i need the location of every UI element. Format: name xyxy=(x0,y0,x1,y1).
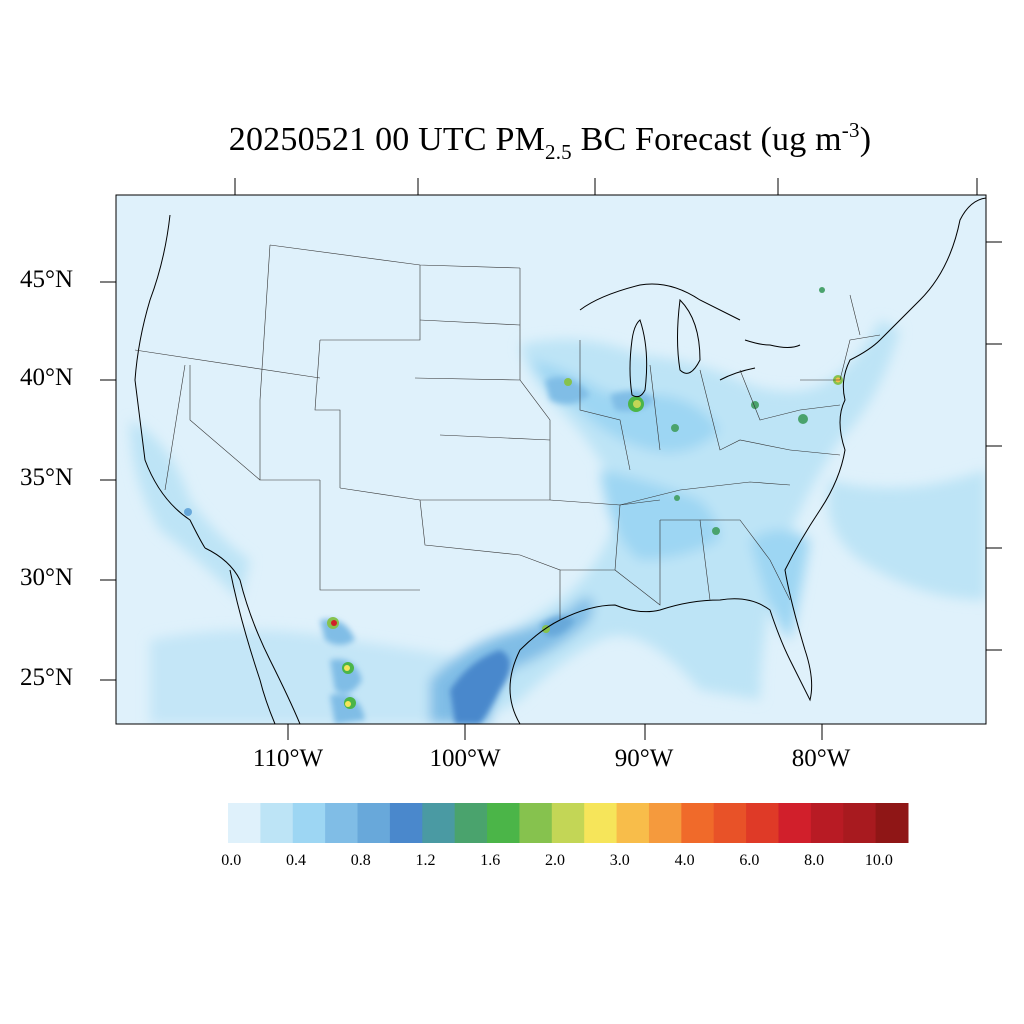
colorbar-label-0: 0.0 xyxy=(221,852,242,869)
lon-label-100: 100°W xyxy=(429,745,501,772)
colorbar-swatch-16 xyxy=(746,803,779,843)
colorbar-swatch-6 xyxy=(422,803,456,843)
colorbar-swatch-11 xyxy=(584,803,618,843)
colorbar-label-3: 1.2 xyxy=(415,852,436,869)
title-main: 20250521 00 UTC PM xyxy=(228,121,546,158)
colorbar-swatch-4 xyxy=(357,803,391,843)
colorbar-swatch-14 xyxy=(681,803,715,843)
colorbar-label-4: 1.6 xyxy=(480,852,501,869)
lon-label-90: 90°W xyxy=(614,745,674,772)
hotspots xyxy=(184,287,843,709)
lat-ticks xyxy=(100,241,1002,681)
lat-label-40: 40°N xyxy=(20,364,74,391)
colorbar-swatch-9 xyxy=(519,803,553,843)
colorbar xyxy=(228,803,909,843)
colorbar-swatch-13 xyxy=(648,803,682,843)
colorbar-label-1: 0.4 xyxy=(286,852,306,869)
colorbar-swatch-17 xyxy=(778,803,812,843)
lat-label-25: 25°N xyxy=(20,664,74,691)
lon-label-80: 80°W xyxy=(791,745,851,772)
colorbar-label-6: 3.0 xyxy=(609,852,630,869)
colorbar-swatch-1 xyxy=(260,803,294,843)
title-close: ) xyxy=(859,121,872,158)
colorbar-swatch-18 xyxy=(810,803,844,843)
chart-title: 20250521 00 UTC PM2.5 BC Forecast (ug m-… xyxy=(0,118,1024,165)
colorbar-swatch-19 xyxy=(843,803,877,843)
title-superscript: -3 xyxy=(841,118,860,142)
concentration-core xyxy=(320,377,655,724)
lat-label-35: 35°N xyxy=(20,464,74,491)
colorbar-swatch-20 xyxy=(875,803,909,843)
lon-ticks xyxy=(234,178,978,740)
colorbar-label-7: 4.0 xyxy=(674,852,695,869)
lat-label-30: 30°N xyxy=(20,564,74,591)
colorbar-swatch-12 xyxy=(616,803,650,843)
colorbar-label-9: 8.0 xyxy=(804,852,825,869)
colorbar-swatch-8 xyxy=(487,803,520,843)
colorbar-swatch-5 xyxy=(389,803,423,843)
colorbar-label-5: 2.0 xyxy=(545,852,566,869)
colorbar-label-2: 0.8 xyxy=(350,852,371,869)
colorbar-swatch-2 xyxy=(292,803,326,843)
lat-label-45: 45°N xyxy=(20,266,74,293)
colorbar-swatch-3 xyxy=(325,803,359,843)
coastlines xyxy=(134,197,986,724)
title-subscript: 2.5 xyxy=(545,140,572,164)
colorbar-label-10: 10.0 xyxy=(864,852,893,869)
colorbar-swatch-0 xyxy=(228,803,261,843)
colorbar-swatch-7 xyxy=(454,803,488,843)
title-rest: BC Forecast (ug m xyxy=(571,121,842,158)
colorbar-swatch-10 xyxy=(551,803,585,843)
lon-label-110: 110°W xyxy=(252,745,324,772)
colorbar-label-8: 6.0 xyxy=(739,852,760,869)
colorbar-swatch-15 xyxy=(713,803,747,843)
state-borders xyxy=(134,244,881,620)
